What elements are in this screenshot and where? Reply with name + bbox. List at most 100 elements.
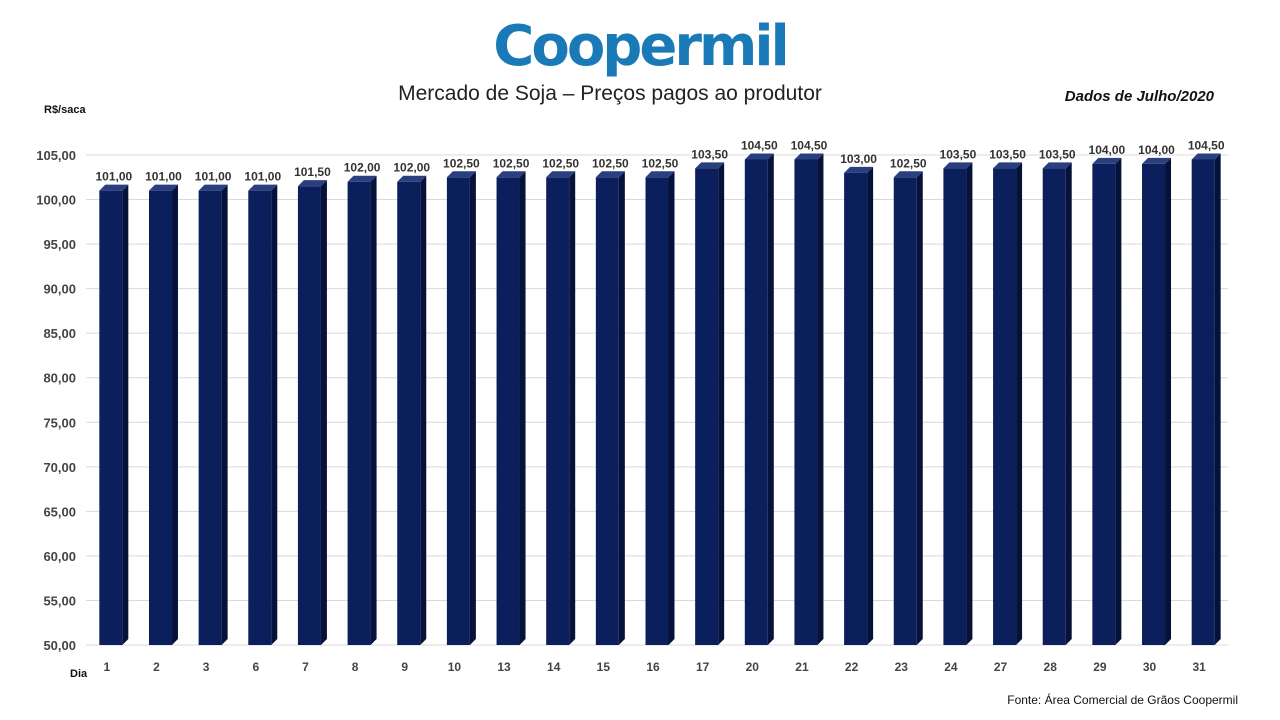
bar-side [916, 171, 923, 646]
bar-side [817, 153, 824, 646]
bar [993, 168, 1017, 645]
x-tick-label: 2 [153, 660, 160, 674]
bar-top [744, 153, 774, 160]
y-tick-label: 90,00 [43, 282, 76, 297]
bar-top [248, 184, 278, 191]
y-axis-label: R$/saca [44, 104, 86, 116]
x-tick-label: 15 [597, 660, 611, 674]
x-tick-label: 17 [696, 660, 710, 674]
x-tick-label: 9 [401, 660, 408, 674]
bar [446, 177, 470, 646]
bar-side [519, 171, 526, 646]
x-axis-label: Dia [70, 668, 88, 680]
bar-side [1065, 162, 1072, 645]
coopermil-logo: Coopermil [493, 14, 789, 79]
data-label: 102,00 [393, 161, 430, 175]
data-label: 103,50 [1039, 147, 1076, 161]
bar [297, 186, 321, 645]
data-label: 103,50 [989, 147, 1026, 161]
data-label: 102,50 [443, 156, 480, 170]
bar [347, 181, 371, 645]
bar-top [595, 171, 625, 178]
x-tick-label: 30 [1143, 660, 1157, 674]
bar-top [1142, 157, 1172, 164]
bar-top [1191, 153, 1221, 160]
data-label: 103,00 [840, 152, 877, 166]
x-tick-label: 3 [203, 660, 210, 674]
x-tick-label: 29 [1093, 660, 1107, 674]
x-tick-label: 13 [497, 660, 511, 674]
chart-subtitle: Dados de Julho/2020 [1064, 88, 1214, 105]
data-label: 103,50 [940, 147, 977, 161]
bar-top [99, 184, 129, 191]
data-label: 101,50 [294, 165, 331, 179]
bar-top [347, 175, 377, 182]
y-tick-label: 100,00 [36, 193, 76, 208]
bar-top [1092, 157, 1122, 164]
bar [695, 168, 719, 645]
bar-top [546, 171, 576, 178]
bar-side [1214, 153, 1221, 646]
bar-side [420, 175, 427, 645]
bar [1042, 168, 1066, 645]
data-label: 101,00 [95, 170, 132, 184]
y-tick-label: 80,00 [43, 371, 76, 386]
bar [397, 181, 421, 645]
bar [198, 190, 222, 646]
x-tick-label: 21 [795, 660, 809, 674]
x-tick-label: 24 [944, 660, 958, 674]
bar-side [1115, 157, 1122, 645]
x-tick-label: 28 [1044, 660, 1058, 674]
bar [893, 177, 917, 646]
bar [1142, 163, 1166, 645]
bar-side [122, 184, 129, 646]
data-label: 104,00 [1089, 143, 1126, 157]
bar-side [966, 162, 973, 645]
data-label: 102,50 [493, 156, 530, 170]
bar [744, 159, 768, 646]
bar [844, 172, 868, 645]
bar [595, 177, 619, 646]
y-tick-label: 95,00 [43, 237, 76, 252]
source-note: Fonte: Área Comercial de Grãos Coopermil [1007, 693, 1238, 707]
y-tick-label: 55,00 [43, 593, 76, 608]
bar-top [695, 162, 725, 169]
data-label: 101,00 [244, 170, 281, 184]
y-tick-label: 60,00 [43, 549, 76, 564]
x-tick-label: 14 [547, 660, 561, 674]
bar-top [844, 166, 874, 173]
data-label: 102,50 [592, 156, 629, 170]
x-tick-label: 20 [746, 660, 760, 674]
bar [645, 177, 669, 646]
bar-side [171, 184, 178, 646]
bar-side [320, 180, 327, 645]
data-label: 102,50 [642, 156, 679, 170]
data-label: 102,50 [542, 156, 579, 170]
data-label: 102,50 [890, 156, 927, 170]
data-label: 104,00 [1138, 143, 1175, 157]
bar [248, 190, 272, 646]
x-tick-label: 1 [103, 660, 110, 674]
y-tick-label: 65,00 [43, 504, 76, 519]
bar-top [943, 162, 973, 169]
bar-side [221, 184, 228, 646]
bar-side [271, 184, 278, 646]
bar-top [397, 175, 427, 182]
data-label: 101,00 [195, 170, 232, 184]
data-label: 104,50 [741, 138, 778, 152]
x-tick-label: 6 [252, 660, 259, 674]
bar [943, 168, 967, 645]
bar [794, 159, 818, 646]
bar-top [1042, 162, 1072, 169]
bar [496, 177, 520, 646]
x-tick-label: 16 [646, 660, 660, 674]
bar-side [718, 162, 725, 645]
bar [1191, 159, 1215, 646]
y-tick-label: 85,00 [43, 326, 76, 341]
x-tick-label: 23 [895, 660, 909, 674]
bar-top [993, 162, 1023, 169]
x-tick-label: 22 [845, 660, 859, 674]
y-tick-label: 75,00 [43, 415, 76, 430]
bar-top [645, 171, 675, 178]
